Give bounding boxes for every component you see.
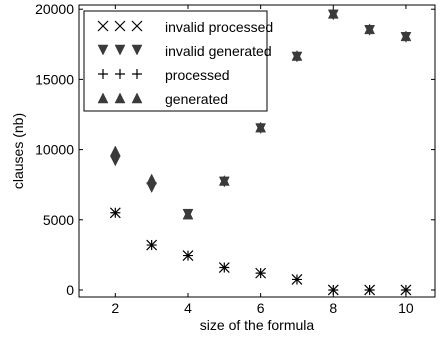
legend-marker-generated — [97, 92, 109, 104]
legend: invalid processed invalid generated proc… — [83, 10, 273, 112]
ticks-layer: 2 4 6 8 10 0 5000 10000 15000 20000 — [35, 1, 435, 316]
x-tick-label: 2 — [111, 300, 119, 316]
point-generated — [146, 173, 158, 185]
legend-label-invalid-processed: invalid processed — [165, 19, 273, 35]
y-axis-label: clauses (nb) — [10, 113, 26, 189]
marks-layer — [109, 7, 412, 296]
legend-marker-generated — [131, 92, 143, 104]
legend-marker-invalid-processed — [97, 20, 109, 32]
point-processed — [328, 284, 339, 295]
x-tick-label: 6 — [257, 300, 265, 316]
x-tick-label: 8 — [329, 300, 337, 316]
point-generated — [255, 121, 267, 133]
x-axis-label: size of the formula — [200, 317, 315, 333]
legend-marker-invalid-generated — [114, 44, 126, 56]
legend-box — [83, 10, 268, 112]
point-processed — [364, 284, 375, 295]
y-tick-label: 20000 — [35, 1, 74, 17]
point-generated — [109, 145, 121, 157]
legend-marker-invalid-processed — [131, 20, 143, 32]
point-generated — [291, 49, 303, 61]
legend-marker-processed — [115, 69, 125, 79]
x-tick-label: 10 — [398, 300, 414, 316]
point-generated — [327, 7, 339, 19]
point-generated — [400, 30, 412, 42]
y-tick-label: 10000 — [35, 142, 74, 158]
point-processed — [255, 268, 266, 279]
point-generated — [218, 174, 230, 186]
legend-marker-generated — [114, 92, 126, 104]
point-processed — [219, 262, 230, 273]
point-processed — [110, 207, 121, 218]
plot-frame — [78, 4, 436, 298]
point-invalid-generated — [109, 155, 121, 167]
y-tick-label: 0 — [66, 282, 74, 298]
y-tick-label: 5000 — [43, 212, 74, 228]
legend-markers — [97, 20, 143, 104]
legend-marker-invalid-processed — [114, 20, 126, 32]
legend-marker-invalid-generated — [131, 44, 143, 56]
x-tick-label: 4 — [184, 300, 192, 316]
point-processed — [400, 284, 411, 295]
legend-label-invalid-generated: invalid generated — [165, 43, 272, 59]
point-generated — [364, 23, 376, 35]
legend-label-processed: processed — [165, 67, 230, 83]
point-processed — [182, 250, 193, 261]
point-processed — [291, 274, 302, 285]
legend-marker-processed — [98, 69, 108, 79]
point-processed — [146, 240, 157, 251]
legend-marker-invalid-generated — [97, 44, 109, 56]
legend-marker-processed — [132, 69, 142, 79]
legend-label-generated: generated — [165, 91, 228, 107]
y-tick-label: 15000 — [35, 71, 74, 87]
point-generated — [182, 208, 194, 220]
